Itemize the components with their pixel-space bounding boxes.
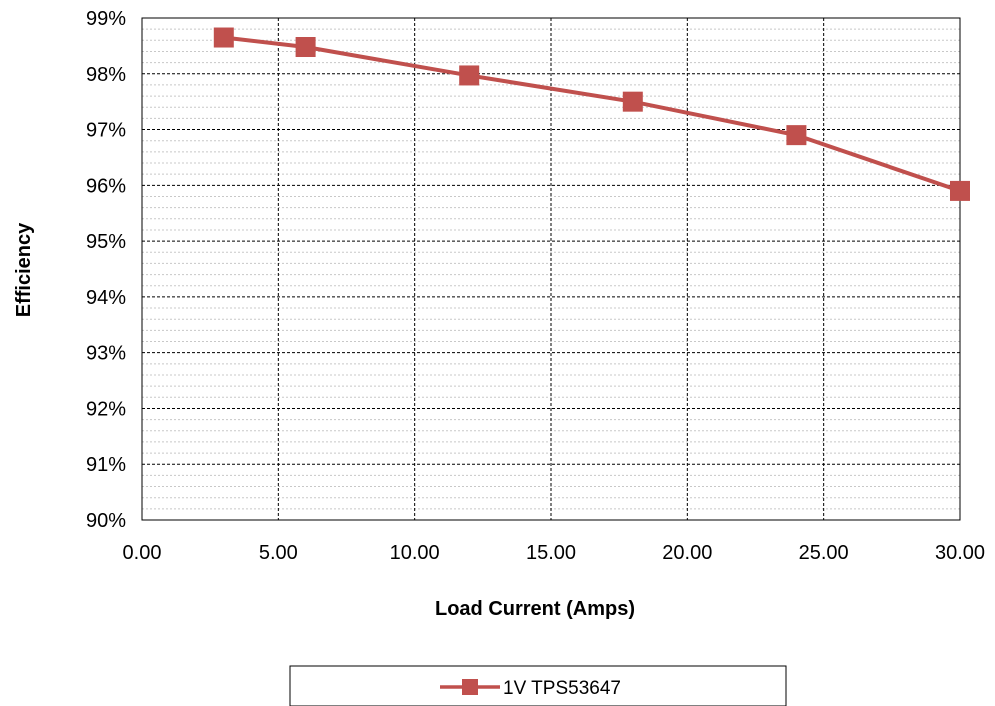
x-axis-title: Load Current (Amps)	[435, 598, 635, 620]
legend-box	[289, 665, 787, 706]
x-axis-ticks: 0.00 5.00 10.00 15.00 20.00 25.00 30.00	[123, 542, 986, 564]
data-point	[213, 27, 234, 48]
legend-marker	[462, 679, 478, 695]
data-point	[459, 65, 480, 86]
x-tick-label: 15.00	[526, 542, 576, 564]
x-tick-label: 25.00	[799, 542, 849, 564]
y-tick-label: 92%	[86, 398, 126, 420]
y-tick-label: 99%	[86, 8, 126, 30]
data-point	[786, 125, 807, 146]
plot-area	[141, 17, 961, 521]
x-tick-label: 5.00	[259, 542, 298, 564]
y-axis-title: Efficiency	[13, 222, 35, 317]
x-tick-label: 30.00	[935, 542, 985, 564]
x-tick-label: 10.00	[390, 542, 440, 564]
y-tick-label: 96%	[86, 175, 126, 197]
y-tick-label: 90%	[86, 510, 126, 532]
legend: 1V TPS53647	[289, 665, 787, 706]
data-point	[295, 37, 316, 58]
series-layer	[213, 27, 970, 201]
x-tick-label: 0.00	[123, 542, 162, 564]
data-point	[622, 91, 643, 112]
y-axis-ticks: 90% 91% 92% 93% 94% 95% 96% 97% 98% 99%	[86, 8, 126, 532]
major-gridlines	[142, 18, 960, 520]
y-tick-label: 93%	[86, 343, 126, 365]
y-tick-label: 91%	[86, 454, 126, 476]
series-line	[223, 35, 961, 193]
y-tick-label: 94%	[86, 287, 126, 309]
y-tick-label: 97%	[86, 120, 126, 142]
x-tick-label: 20.00	[662, 542, 712, 564]
y-tick-label: 95%	[86, 231, 126, 253]
legend-label: 1V TPS53647	[503, 678, 621, 699]
y-tick-label: 98%	[86, 64, 126, 86]
data-point	[950, 180, 970, 201]
